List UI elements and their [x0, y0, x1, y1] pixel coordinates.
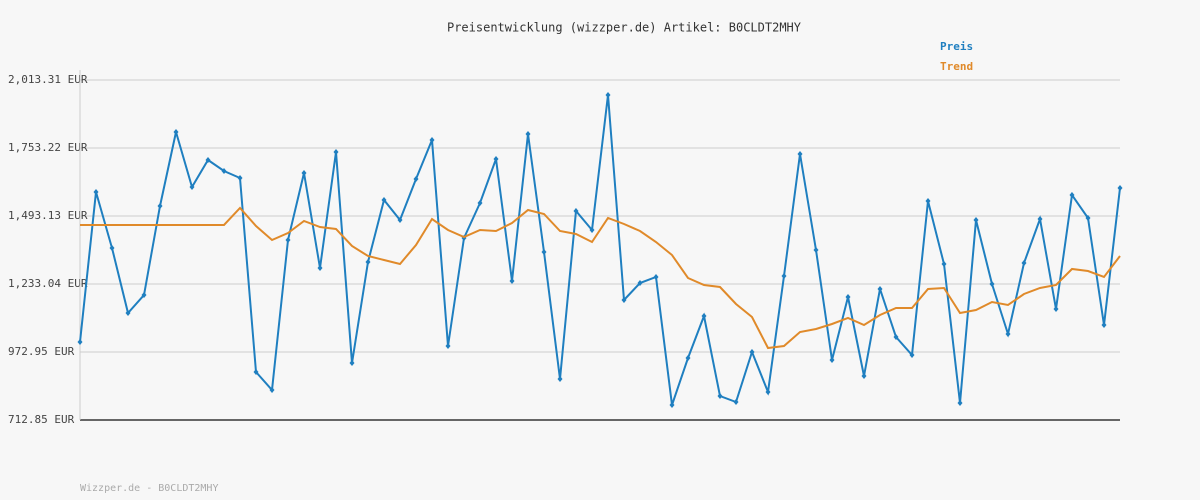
point	[557, 376, 563, 383]
point	[285, 236, 291, 243]
chart-title: Preisentwicklung (wizzper.de) Artikel: B…	[447, 21, 802, 35]
y-tick-label: 972.95 EUR	[8, 345, 75, 358]
legend-label: Trend	[940, 60, 973, 73]
point	[605, 91, 611, 98]
point	[157, 202, 163, 209]
point	[141, 292, 147, 299]
point	[269, 386, 275, 393]
point	[525, 130, 531, 137]
point	[1037, 216, 1043, 223]
point	[653, 273, 659, 280]
point	[1005, 330, 1011, 337]
point	[877, 285, 883, 292]
point	[1085, 214, 1091, 221]
point	[861, 372, 867, 379]
legend-label: Preis	[940, 40, 973, 53]
point	[381, 196, 387, 203]
point	[797, 150, 803, 157]
point	[109, 244, 115, 251]
point	[733, 398, 739, 405]
point	[573, 208, 579, 215]
point	[541, 248, 547, 255]
series-line	[79, 94, 1121, 406]
point	[1101, 321, 1107, 328]
point	[669, 401, 675, 408]
point	[621, 296, 627, 303]
point	[813, 246, 819, 253]
point	[77, 338, 83, 345]
point	[685, 354, 691, 361]
point	[973, 216, 979, 223]
point	[909, 352, 915, 359]
point	[925, 197, 931, 204]
point	[301, 169, 307, 176]
y-tick-label: 712.85 EUR	[8, 413, 75, 426]
point	[477, 199, 483, 206]
point	[509, 277, 515, 284]
point	[413, 175, 419, 182]
point	[429, 136, 435, 143]
point	[589, 226, 595, 233]
point	[957, 400, 963, 407]
point	[989, 280, 995, 287]
point	[701, 312, 707, 319]
point	[893, 333, 899, 340]
y-tick-label: 2,013.31 EUR	[8, 73, 88, 86]
point	[749, 348, 755, 355]
point	[93, 188, 99, 195]
point	[445, 342, 451, 349]
point	[253, 368, 259, 375]
point	[845, 293, 851, 300]
point	[717, 392, 723, 399]
point	[173, 128, 179, 135]
point	[829, 356, 835, 363]
y-tick-label: 1,493.13 EUR	[8, 209, 88, 222]
point	[397, 216, 403, 223]
point	[1021, 260, 1027, 267]
point	[189, 183, 195, 190]
point	[637, 280, 643, 287]
footer: Wizzper.de - B0CLDT2MHY	[80, 483, 218, 494]
point	[221, 167, 227, 174]
point	[365, 258, 371, 265]
point	[781, 272, 787, 279]
point	[941, 260, 947, 267]
y-tick-label: 1,233.04 EUR	[8, 277, 88, 290]
point	[1117, 184, 1123, 191]
point	[493, 155, 499, 162]
point	[125, 309, 131, 316]
series-line	[80, 206, 1121, 350]
point	[1053, 305, 1059, 312]
point	[237, 174, 243, 181]
point	[349, 360, 355, 367]
point	[765, 388, 771, 395]
point	[333, 148, 339, 155]
point	[1069, 191, 1075, 198]
y-tick-label: 1,753.22 EUR	[8, 141, 88, 154]
point	[317, 264, 323, 271]
point	[205, 156, 211, 163]
